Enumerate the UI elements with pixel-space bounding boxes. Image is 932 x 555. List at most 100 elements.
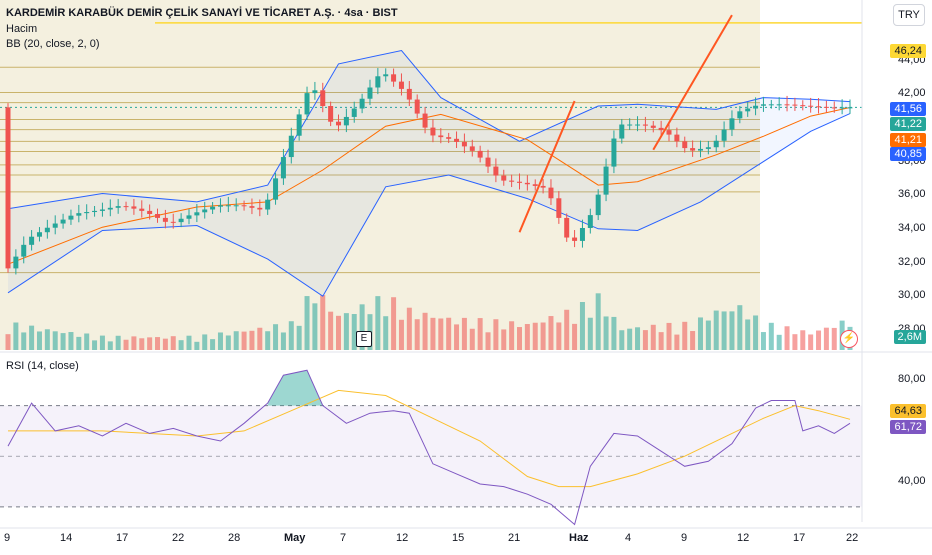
candle-body: [745, 108, 751, 112]
volume-bar: [210, 339, 216, 350]
volume-bar: [359, 304, 365, 350]
volume-bar: [76, 336, 82, 350]
volume-bar: [84, 333, 90, 350]
volume-bar: [729, 311, 735, 350]
candle-body: [84, 212, 90, 214]
candle-body: [438, 135, 444, 138]
volume-bar: [131, 336, 137, 350]
volume-bar: [123, 339, 129, 350]
candle-body: [351, 108, 357, 117]
volume-bar: [312, 303, 318, 350]
volume-bar: [280, 332, 286, 350]
time-tick-label: 28: [228, 532, 241, 544]
volume-bar: [194, 341, 200, 350]
volume-bar: [202, 334, 208, 350]
candle-body: [808, 105, 814, 107]
volume-bar: [658, 332, 664, 350]
volume-bar: [304, 296, 310, 350]
volume-bar: [115, 335, 121, 350]
candle-body: [328, 106, 334, 122]
volume-bar: [5, 334, 11, 350]
volume-bar: [336, 315, 342, 350]
rsi-band: [0, 405, 862, 507]
volume-bar: [532, 322, 538, 350]
candle-body: [690, 148, 696, 151]
candle-body: [13, 256, 19, 269]
candle-body: [155, 213, 161, 218]
candle-body: [768, 104, 774, 106]
candle-body: [501, 175, 507, 181]
candle-body: [650, 125, 656, 128]
volume-bar: [477, 318, 483, 350]
price-tick-label: 36,00: [898, 188, 926, 201]
volume-bar: [60, 333, 66, 350]
volume-bar: [509, 321, 515, 350]
trend-line: [518, 100, 576, 233]
candle-body: [548, 187, 554, 199]
candle-body: [619, 124, 625, 139]
volume-bar: [721, 311, 727, 350]
candle-body: [76, 213, 82, 216]
bb-fill: [8, 50, 850, 297]
candle-body: [540, 185, 546, 188]
candle-body: [257, 207, 263, 210]
volume-bar: [564, 309, 570, 350]
volume-bar: [44, 329, 50, 350]
volume-bar: [68, 332, 74, 350]
candle-body: [516, 181, 522, 183]
volume-bar: [682, 321, 688, 350]
candle-body: [52, 223, 58, 228]
time-tick-label: 14: [60, 532, 73, 544]
volume-bar: [414, 319, 420, 350]
time-tick-label: 22: [846, 532, 859, 544]
candle-body: [729, 118, 735, 130]
price-badge: 40,85: [890, 147, 926, 161]
candle-body: [713, 140, 719, 148]
candle-body: [131, 206, 137, 209]
volume-bar: [257, 327, 263, 350]
volume-bar: [611, 316, 617, 350]
candle-body: [658, 127, 664, 131]
candle-body: [162, 217, 168, 222]
candle-body: [217, 205, 223, 207]
candle-body: [556, 198, 562, 218]
volume-bar: [595, 293, 601, 350]
candle-body: [666, 130, 672, 135]
time-tick-label: Haz: [569, 532, 589, 544]
candle-body: [280, 157, 286, 179]
candle-body: [682, 141, 688, 149]
candle-body: [611, 138, 617, 167]
volume-bar: [438, 318, 444, 350]
candle-body: [823, 106, 829, 108]
price-tick-label: 42,00: [898, 87, 926, 100]
time-tick-label: 7: [340, 532, 347, 544]
candle-body: [587, 215, 593, 229]
lightning-icon[interactable]: ⚡: [840, 330, 858, 348]
volume-bar: [288, 321, 294, 350]
volume-bar: [351, 314, 357, 350]
earnings-marker[interactable]: E: [356, 331, 372, 347]
volume-bar: [493, 319, 499, 350]
volume-bar: [328, 311, 334, 350]
volume-bar: [155, 337, 161, 350]
volume-bar: [501, 329, 507, 350]
time-tick-label: May: [284, 532, 306, 544]
candle-body: [44, 227, 50, 233]
volume-bar: [516, 327, 522, 350]
currency-button[interactable]: TRY: [893, 4, 925, 26]
candle-body: [430, 127, 436, 136]
price-badge: 41,21: [890, 133, 926, 147]
candle-body: [422, 113, 428, 128]
candle-body: [406, 88, 412, 100]
candle-body: [359, 98, 365, 109]
volume-bar: [422, 312, 428, 350]
candle-body: [147, 210, 153, 214]
candle-body: [186, 215, 192, 219]
bb-lower-line: [7, 113, 851, 297]
volume-bar: [217, 332, 223, 350]
price-tick-label: 32,00: [898, 255, 926, 268]
candle-body: [674, 134, 680, 142]
volume-bar: [635, 327, 641, 350]
